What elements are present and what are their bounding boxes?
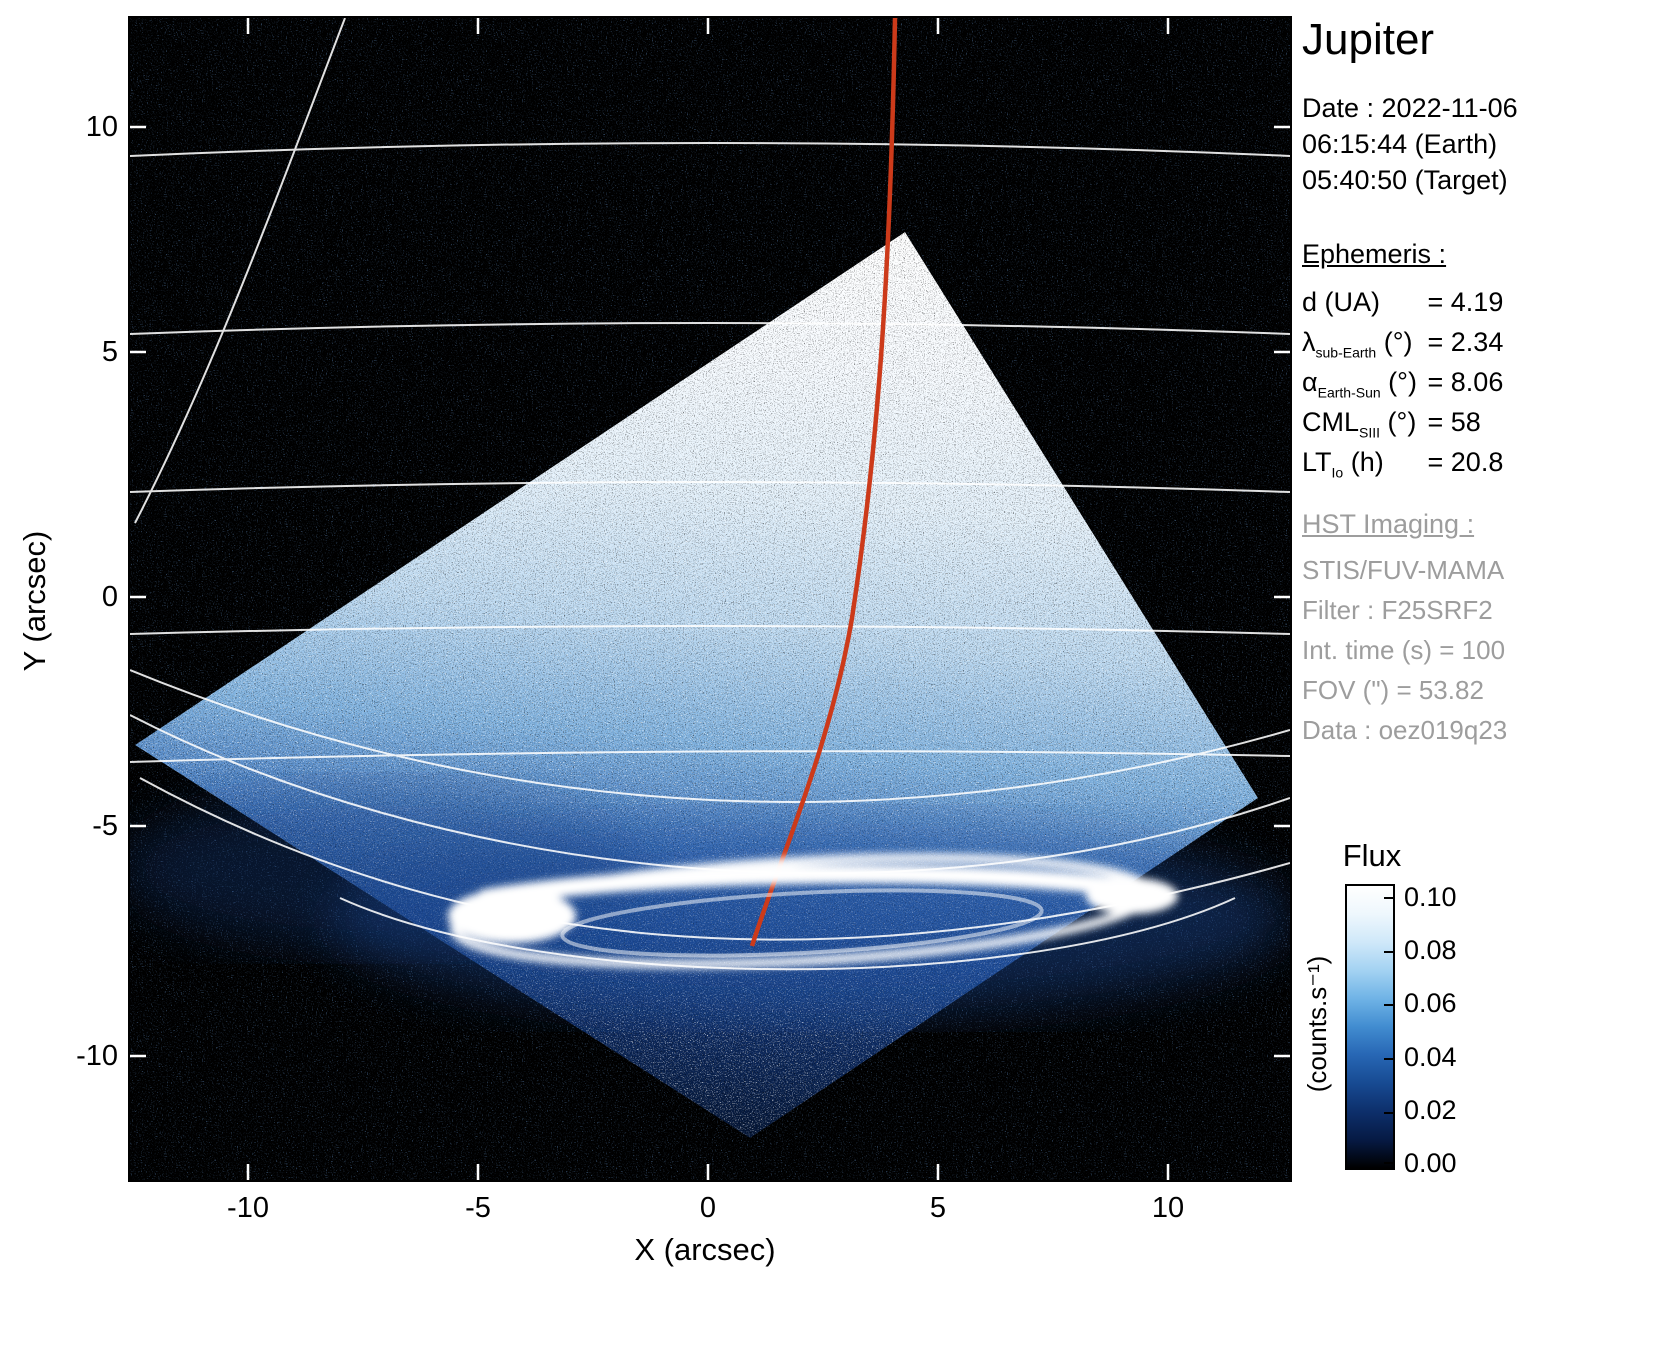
plot-area	[128, 16, 1292, 1182]
ephemeris-subscript: Io	[1331, 464, 1344, 481]
ephemeris-label: d (UA)	[1302, 282, 1420, 332]
ephemeris-unit: (UA)	[1324, 287, 1381, 317]
ephemeris-row: CMLSIII (°) = 58	[1302, 402, 1503, 442]
target-time: 05:40:50 (Target)	[1302, 165, 1508, 195]
axis-ticks	[130, 18, 1290, 1180]
ephemeris-label: LTIo (h)	[1302, 442, 1420, 492]
x-tick-label: 10	[1151, 1192, 1185, 1224]
colorbar-tickmark	[1384, 1162, 1393, 1165]
ephemeris-symbol: CML	[1302, 407, 1360, 437]
grid-line	[130, 750, 1290, 763]
x-tick-label: 0	[699, 1192, 717, 1224]
ephemeris-row: λsub-Earth (°) = 2.34	[1302, 322, 1503, 362]
colorbar-tick-label: 0.10	[1404, 882, 1457, 912]
ephemeris-symbol: α	[1302, 367, 1318, 397]
grid-line	[130, 669, 1290, 803]
hst-line: FOV (") = 53.82	[1302, 675, 1484, 705]
colorbar-tickmark	[1384, 1111, 1393, 1114]
colorbar-tick-label: 0.08	[1404, 935, 1457, 965]
colorbar-tick-label: 0.02	[1404, 1095, 1457, 1125]
colorbar-tick-label: 0.04	[1404, 1042, 1457, 1072]
hst-block: HST Imaging : STIS/FUV-MAMA Filter : F25…	[1302, 504, 1507, 750]
ephemeris-value: = 58	[1427, 407, 1481, 437]
grid-line	[130, 322, 1290, 335]
colorbar-unit: (counts.s⁻¹)	[1302, 955, 1332, 1093]
ephemeris-row: d (UA) = 4.19	[1302, 282, 1503, 322]
auroral-inner-arc	[560, 888, 1044, 958]
auroral-oval	[448, 853, 1178, 969]
grid-line-limb	[134, 18, 346, 524]
grid-line	[130, 625, 1290, 635]
colorbar	[1345, 884, 1395, 1170]
ephemeris-subscript: SIII	[1359, 424, 1381, 441]
colorbar-tickmark	[1384, 1004, 1393, 1007]
ephemeris-subscript: sub-Earth	[1315, 344, 1377, 361]
hst-line: Int. time (s) = 100	[1302, 635, 1506, 665]
ephemeris-value: = 4.19	[1427, 287, 1504, 317]
ephemeris-label: αEarth-Sun (°)	[1302, 362, 1420, 412]
y-tick-label: 10	[85, 111, 118, 143]
earth-time: 06:15:44 (Earth)	[1302, 129, 1498, 159]
hst-line: Filter : F25SRF2	[1302, 595, 1493, 625]
ephemeris-subscript: Earth-Sun	[1317, 384, 1381, 401]
ephemeris-unit: (°)	[1383, 327, 1413, 357]
colorbar-tickmark	[1384, 950, 1393, 953]
colorbar-tick-label: 0.06	[1404, 988, 1457, 1018]
colorbar-tickmark	[1384, 1058, 1393, 1061]
y-tick-label: -10	[76, 1040, 118, 1072]
ephemeris-symbol: λ	[1302, 327, 1316, 357]
grid-line	[130, 142, 1290, 157]
ephemeris-value: = 2.34	[1427, 327, 1504, 357]
colorbar-tickmark	[1384, 897, 1393, 900]
plot-canvas	[130, 18, 1290, 1180]
ephemeris-unit: (°)	[1387, 407, 1417, 437]
y-tick-label: 0	[101, 581, 118, 613]
hst-header: HST Imaging :	[1302, 509, 1475, 539]
y-tick-label: 5	[101, 336, 118, 368]
ephemeris-value: = 20.8	[1427, 447, 1504, 477]
ephemeris-row: αEarth-Sun (°) = 8.06	[1302, 362, 1503, 402]
ephemeris-block: Ephemeris : d (UA) = 4.19 λsub-Earth (°)…	[1302, 234, 1503, 482]
y-tick-label: -5	[92, 810, 118, 842]
x-tick-label: -10	[227, 1192, 269, 1224]
x-tick-label: 5	[929, 1192, 947, 1224]
ephemeris-symbol: d	[1302, 287, 1318, 317]
grid-line	[130, 481, 1290, 493]
meridian-line	[749, 18, 898, 947]
ephemeris-value: = 8.06	[1427, 367, 1504, 397]
ephemeris-header: Ephemeris :	[1302, 239, 1447, 269]
ephemeris-symbol: LT	[1302, 447, 1332, 477]
date-block: Date : 2022-11-06 06:15:44 (Earth) 05:40…	[1302, 90, 1518, 198]
x-tick-label: -5	[465, 1192, 491, 1224]
figure-title: Jupiter	[1302, 15, 1435, 64]
ephemeris-unit: (h)	[1350, 447, 1384, 477]
grid-lines	[130, 18, 1290, 971]
y-axis-title: Y (arcsec)	[17, 530, 52, 672]
x-axis-title: X (arcsec)	[634, 1232, 776, 1267]
date-line: Date : 2022-11-06	[1302, 93, 1518, 123]
grid-line	[130, 714, 1290, 875]
grid-line	[339, 897, 1236, 971]
colorbar-title: Flux	[1342, 838, 1402, 873]
ephemeris-unit: (°)	[1388, 367, 1417, 397]
grid-line	[139, 777, 1290, 941]
ephemeris-row: LTIo (h) = 20.8	[1302, 442, 1503, 482]
ephemeris-label: λsub-Earth (°)	[1302, 322, 1420, 372]
colorbar-tick-label: 0.00	[1404, 1148, 1457, 1178]
hst-line: STIS/FUV-MAMA	[1302, 555, 1505, 585]
ephemeris-label: CMLSIII (°)	[1302, 402, 1420, 452]
hst-line: Data : oez019q23	[1302, 715, 1508, 745]
